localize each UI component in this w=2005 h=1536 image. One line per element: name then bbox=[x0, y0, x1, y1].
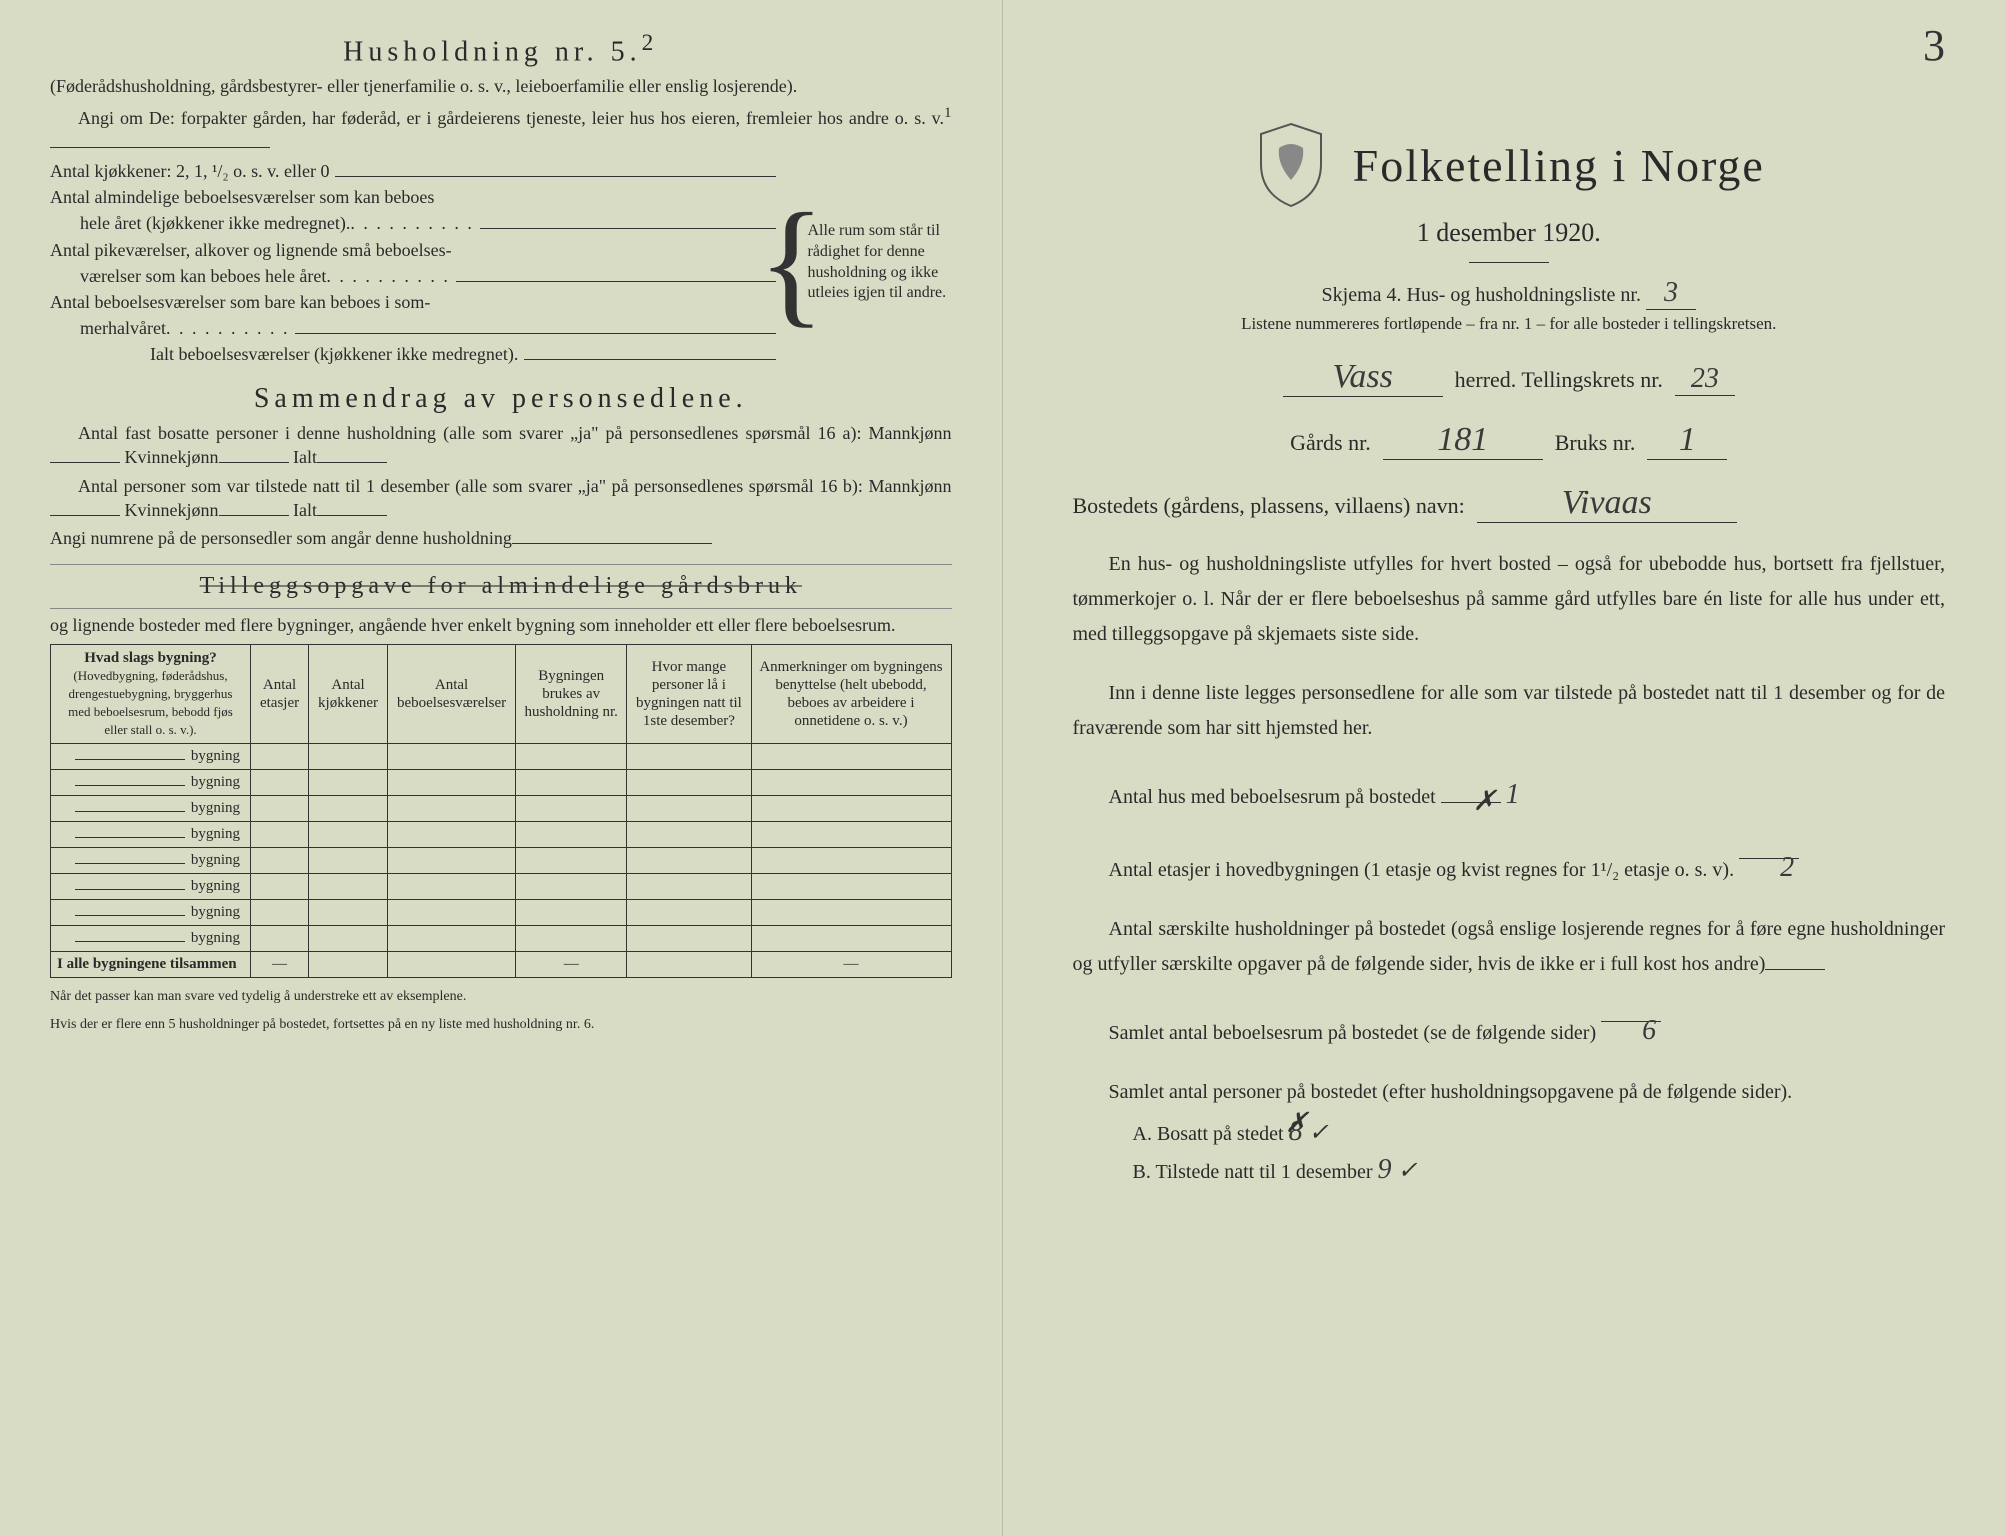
footnote2: Hvis der er flere enn 5 husholdninger på… bbox=[50, 1016, 952, 1034]
ialt-line: Ialt beboelsesværelser (kjøkkener ikke m… bbox=[150, 341, 518, 367]
sub-date: 1 desember 1920. bbox=[1073, 218, 1946, 248]
herred-label: herred. Tellingskrets nr. bbox=[1455, 367, 1663, 393]
angi-sup: 1 bbox=[944, 105, 952, 121]
col3: Antal kjøkkener bbox=[309, 644, 388, 743]
sum-dash: — bbox=[251, 951, 309, 977]
pike-line2: værelser som kan beboes hele året bbox=[80, 263, 326, 289]
col7: Anmerkninger om bygningens benyttelse (h… bbox=[751, 644, 951, 743]
samlet-rum-label: Samlet antal beboelsesrum på bostedet (s… bbox=[1109, 1022, 1597, 1044]
household-title-text: Husholdning nr. 5. bbox=[343, 36, 641, 67]
gard-label: Gårds nr. bbox=[1290, 430, 1371, 456]
skjema-line: Skjema 4. Hus- og husholdningsliste nr. … bbox=[1073, 277, 1946, 310]
sam-ialt: Ialt bbox=[293, 447, 317, 467]
col1-sub: (Hovedbygning, føderådshus, drengestueby… bbox=[68, 668, 233, 737]
tillegg-sub: og lignende bosteder med flere bygninger… bbox=[50, 613, 952, 637]
right-page: 3 Folketelling i Norge 1 desember 1920. … bbox=[1003, 0, 2005, 1536]
row-a: A. Bosatt på stedet 8 bbox=[1133, 1116, 1946, 1148]
col6: Hvor mange personer lå i bygningen natt … bbox=[627, 644, 751, 743]
footnote1: Når det passer kan man svare ved tydelig… bbox=[50, 988, 952, 1006]
pike-line1: Antal pikeværelser, alkover og lignende … bbox=[50, 237, 452, 263]
col1: Hvad slags bygning? (Hovedbygning, føder… bbox=[51, 644, 251, 743]
sum-label: I alle bygningene tilsammen bbox=[51, 951, 251, 977]
table-row: bygning bbox=[51, 873, 952, 899]
sam-line2: Antal personer som var tilstede natt til… bbox=[50, 474, 952, 523]
crest-icon bbox=[1253, 120, 1329, 210]
brace-text: Alle rum som står til rådighet for denne… bbox=[802, 158, 952, 367]
etasjer: Antal etasjer i hovedbygningen (1 etasje… bbox=[1073, 843, 1946, 888]
divider bbox=[1469, 262, 1549, 263]
header-block: Folketelling i Norge 1 desember 1920. Sk… bbox=[1073, 120, 1946, 334]
sam-line1: Antal fast bosatte personer i denne hush… bbox=[50, 421, 952, 470]
samlet-rum-val: 6 bbox=[1601, 1006, 1661, 1022]
table-row: bygning bbox=[51, 925, 952, 951]
skjema-val: 3 bbox=[1646, 277, 1696, 310]
row-b: B. Tilstede natt til 1 desember 9 bbox=[1133, 1154, 1946, 1186]
household-title-sup: 2 bbox=[642, 30, 659, 56]
household-title: Husholdning nr. 5.2 bbox=[50, 30, 952, 68]
a-label: A. Bosatt på stedet bbox=[1133, 1123, 1284, 1145]
saerskilte: Antal særskilte husholdninger på bostede… bbox=[1073, 912, 1946, 982]
alm-line2: hele året (kjøkkener ikke medregnet). bbox=[80, 210, 350, 236]
samlet-pers: Samlet antal personer på bostedet (efter… bbox=[1073, 1075, 1946, 1110]
antal-hus-val: 1 bbox=[1506, 779, 1520, 810]
gard-row: Gårds nr. 181 Bruks nr. 1 bbox=[1073, 421, 1946, 460]
left-page: Husholdning nr. 5.2 (Føderådshusholdning… bbox=[0, 0, 1003, 1536]
list-note: Listene nummereres fortløpende – fra nr.… bbox=[1073, 314, 1946, 334]
sam-kv2: Kvinnekjønn bbox=[125, 500, 219, 520]
angi-num-text: Angi numrene på de personsedler som angå… bbox=[50, 528, 512, 548]
bosted-label: Bostedets (gårdens, plassens, villaens) … bbox=[1073, 493, 1465, 519]
angi-text: Angi om De: forpakter gården, har føderå… bbox=[78, 108, 944, 128]
bosted-row: Bostedets (gårdens, plassens, villaens) … bbox=[1073, 484, 1946, 523]
para2: Inn i denne liste legges personsedlene f… bbox=[1073, 676, 1946, 746]
table-row: bygning bbox=[51, 795, 952, 821]
alm-line1: Antal almindelige beboelsesværelser som … bbox=[50, 184, 434, 210]
rooms-block: Antal kjøkkener: 2, 1, ¹/₂ o. s. v. elle… bbox=[50, 158, 952, 367]
bosted-val: Vivaas bbox=[1477, 484, 1737, 523]
household-subnote: (Føderådshusholdning, gårdsbestyrer- ell… bbox=[50, 74, 952, 98]
angi-line: Angi om De: forpakter gården, har føderå… bbox=[50, 103, 952, 155]
table-row: bygning bbox=[51, 899, 952, 925]
samlet-rum: Samlet antal beboelsesrum på bostedet (s… bbox=[1073, 1006, 1946, 1051]
table-row: bygning bbox=[51, 769, 952, 795]
sam-kv: Kvinnekjønn bbox=[125, 447, 219, 467]
bygning-table: Hvad slags bygning? (Hovedbygning, føder… bbox=[50, 644, 952, 978]
herred-row: Vass herred. Tellingskrets nr. 23 bbox=[1073, 358, 1946, 397]
col5: Bygningen brukes av husholdning nr. bbox=[516, 644, 627, 743]
etasjer-label: Antal etasjer i hovedbygningen (1 etasje… bbox=[1109, 859, 1735, 881]
b-label: B. Tilstede natt til 1 desember bbox=[1133, 1161, 1373, 1183]
main-title: Folketelling i Norge bbox=[1353, 139, 1765, 192]
sammendrag-title: Sammendrag av personsedlene. bbox=[50, 383, 952, 415]
table-row: bygning bbox=[51, 821, 952, 847]
sam1-text: Antal fast bosatte personer i denne hush… bbox=[78, 423, 952, 443]
b-val: 9 bbox=[1378, 1154, 1418, 1185]
bruk-label: Bruks nr. bbox=[1555, 430, 1636, 456]
col2: Antal etasjer bbox=[251, 644, 309, 743]
som-line2: merhalvåret bbox=[80, 315, 166, 341]
krets-val: 23 bbox=[1675, 363, 1735, 396]
antal-hus-label: Antal hus med beboelsesrum på bostedet bbox=[1109, 786, 1436, 808]
etasjer-val: 2 bbox=[1739, 843, 1799, 859]
col4: Antal beboelsesværelser bbox=[388, 644, 516, 743]
table-row: bygning bbox=[51, 847, 952, 873]
herred-val: Vass bbox=[1283, 358, 1443, 397]
som-line1: Antal beboelsesværelser som bare kan beb… bbox=[50, 289, 430, 315]
gard-val: 181 bbox=[1383, 421, 1543, 460]
skjema-label: Skjema 4. Hus- og husholdningsliste nr. bbox=[1322, 284, 1641, 306]
antal-hus-strike bbox=[1441, 787, 1501, 803]
brace-icon: { bbox=[782, 158, 802, 367]
corner-number: 3 bbox=[1923, 20, 1945, 71]
sam2-text: Antal personer som var tilstede natt til… bbox=[78, 476, 952, 496]
tillegg-title: Tilleggsopgave for almindelige gårdsbruk bbox=[50, 564, 952, 609]
angi-num: Angi numrene på de personsedler som angå… bbox=[50, 526, 952, 550]
bruk-val: 1 bbox=[1647, 421, 1727, 460]
kjokken-line: Antal kjøkkener: 2, 1, ¹/₂ o. s. v. elle… bbox=[50, 158, 329, 184]
sam-ialt2: Ialt bbox=[293, 500, 317, 520]
antal-hus: Antal hus med beboelsesrum på bostedet 1 bbox=[1073, 770, 1946, 819]
para1: En hus- og husholdningsliste utfylles fo… bbox=[1073, 547, 1946, 652]
col1-title: Hvad slags bygning? bbox=[84, 650, 217, 666]
table-row: bygning bbox=[51, 743, 952, 769]
